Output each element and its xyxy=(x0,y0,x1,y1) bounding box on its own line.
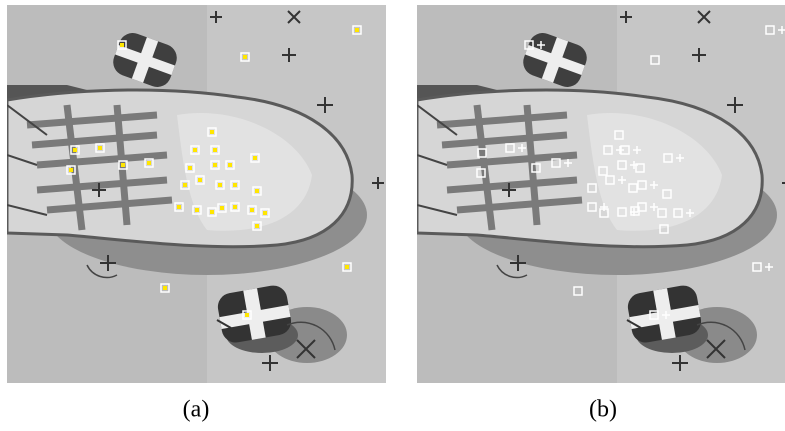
feature-point xyxy=(121,163,125,167)
feature-point xyxy=(228,163,232,167)
feature-point xyxy=(210,210,214,214)
feature-point xyxy=(213,148,217,152)
feature-point xyxy=(345,265,349,269)
feature-point xyxy=(233,205,237,209)
feature-point xyxy=(193,148,197,152)
feature-point xyxy=(255,224,259,228)
feature-point xyxy=(255,189,259,193)
feature-point xyxy=(147,161,151,165)
feature-point xyxy=(243,55,247,59)
feature-point xyxy=(120,43,124,47)
caption: (a) xyxy=(183,397,210,423)
feature-point xyxy=(210,130,214,134)
feature-point xyxy=(220,206,224,210)
feature-point xyxy=(218,183,222,187)
feature-point xyxy=(263,211,267,215)
feature-point xyxy=(213,163,217,167)
feature-point xyxy=(253,156,257,160)
feature-point xyxy=(183,183,187,187)
feature-point xyxy=(355,28,359,32)
panel-b xyxy=(417,5,785,383)
feature-point xyxy=(188,166,192,170)
figure: (a) (b) xyxy=(0,0,785,431)
feature-point xyxy=(195,208,199,212)
feature-point xyxy=(233,183,237,187)
photo xyxy=(417,5,785,383)
panel-a xyxy=(7,5,386,383)
caption: (b) xyxy=(589,397,617,423)
feature-point xyxy=(250,208,254,212)
feature-point xyxy=(198,178,202,182)
feature-point xyxy=(73,148,77,152)
feature-point xyxy=(69,168,73,172)
feature-point xyxy=(98,146,102,150)
feature-point xyxy=(163,286,167,290)
feature-point xyxy=(177,205,181,209)
feature-point xyxy=(245,313,249,317)
photo xyxy=(7,5,386,383)
